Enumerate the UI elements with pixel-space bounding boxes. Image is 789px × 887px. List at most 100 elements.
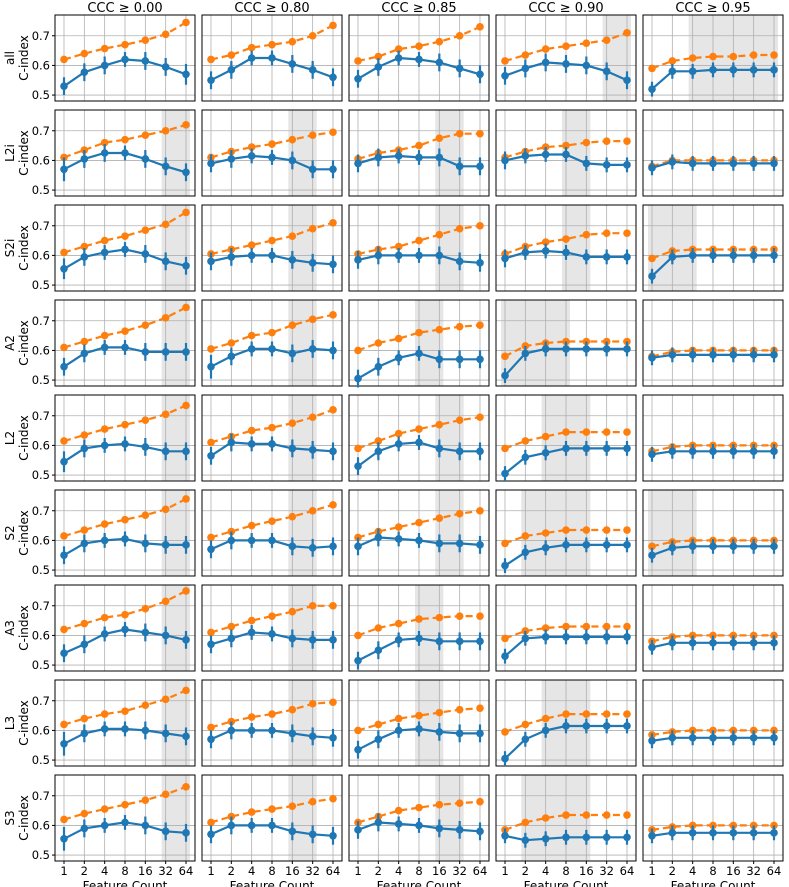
train-point [141,416,150,425]
train-point [60,815,68,824]
train-point [435,134,444,142]
panel [495,489,637,577]
panel [348,299,490,388]
test-point [247,628,256,637]
test-point [435,58,444,67]
train-point [623,428,631,436]
train-point [288,512,297,521]
panel [642,14,784,102]
test-point [268,630,276,638]
test-point [709,447,717,456]
shaded-region [288,205,317,291]
test-point [100,821,109,830]
y-axis-label: C-index [17,415,31,461]
test-point [749,251,758,260]
test-point [602,253,611,261]
train-point [121,327,129,335]
x-tick-label: 1 [207,864,214,878]
x-tick-label: 64 [179,864,194,878]
shaded-region [435,490,464,576]
train-point [476,612,484,620]
train-point [541,432,550,441]
test-point [268,251,276,260]
x-tick-label: 8 [415,864,422,878]
train-point [582,230,591,239]
test-point [207,545,215,554]
train-point [308,601,317,610]
test-point [394,820,403,828]
row-label: L2i [3,144,17,162]
x-tick-label: 4 [689,864,696,878]
panel-frame [642,489,784,577]
train-point [100,425,109,433]
test-point [80,253,89,261]
test-point [521,453,530,462]
train-point [329,601,337,610]
panel-frame [642,299,784,387]
train-point [501,444,509,453]
train-point [288,232,297,240]
test-point [582,833,591,842]
train-point [161,505,170,514]
panel-frame [642,204,784,292]
train-point [582,622,591,631]
x-tick-label: 2 [522,864,529,878]
panel-frame [348,584,490,672]
test-point [668,734,677,742]
train-point [141,511,150,520]
test-point [501,754,509,763]
panel [348,584,490,672]
row-label-group: L3 C-index [3,700,31,746]
x-tick-label: 4 [248,864,255,878]
test-point [501,254,509,263]
test-point [60,457,68,466]
train-point [562,235,570,243]
test-point [227,821,236,830]
train-point [100,710,109,718]
train-point [288,802,297,810]
shaded-region [415,300,444,386]
train-point [394,806,403,815]
x-tick-label: 32 [158,864,173,878]
test-point [374,818,383,827]
train-point [268,612,276,620]
panel-frame [54,14,196,102]
train-point [394,334,403,343]
train-point [227,339,236,347]
test-point [770,639,778,647]
y-tick-label: 0.7 [32,694,50,708]
test-point [288,634,297,643]
test-point [476,541,484,549]
y-tick-label: 0.6 [32,628,50,642]
train-point [435,708,444,717]
train-point [354,444,362,453]
x-tick-label: 32 [305,864,320,878]
test-point [648,85,656,93]
test-point [308,544,317,552]
train-point [268,140,276,148]
test-point [288,542,297,551]
panel: 0.5 0.6 0.7 [32,109,196,197]
test-point [709,734,717,742]
test-point [455,257,464,266]
test-point [729,639,738,647]
test-point [623,633,631,641]
x-axis-label: Feature Count [524,879,609,887]
test-point [476,355,484,364]
test-point [161,447,170,456]
train-point [329,311,337,319]
test-point [161,162,170,171]
panel: 1 2 4 8 16 32 64 Feature Count [642,774,784,887]
train-point [161,30,170,39]
test-point [141,539,150,548]
train-point [80,431,89,439]
panel-frame [54,489,196,577]
test-point [121,343,129,352]
train-point [227,622,236,631]
train-point [329,501,337,509]
y-tick-label: 0.6 [32,248,50,262]
test-point [562,722,570,730]
test-point [668,447,677,456]
test-point [80,729,89,738]
train-point [121,707,129,715]
